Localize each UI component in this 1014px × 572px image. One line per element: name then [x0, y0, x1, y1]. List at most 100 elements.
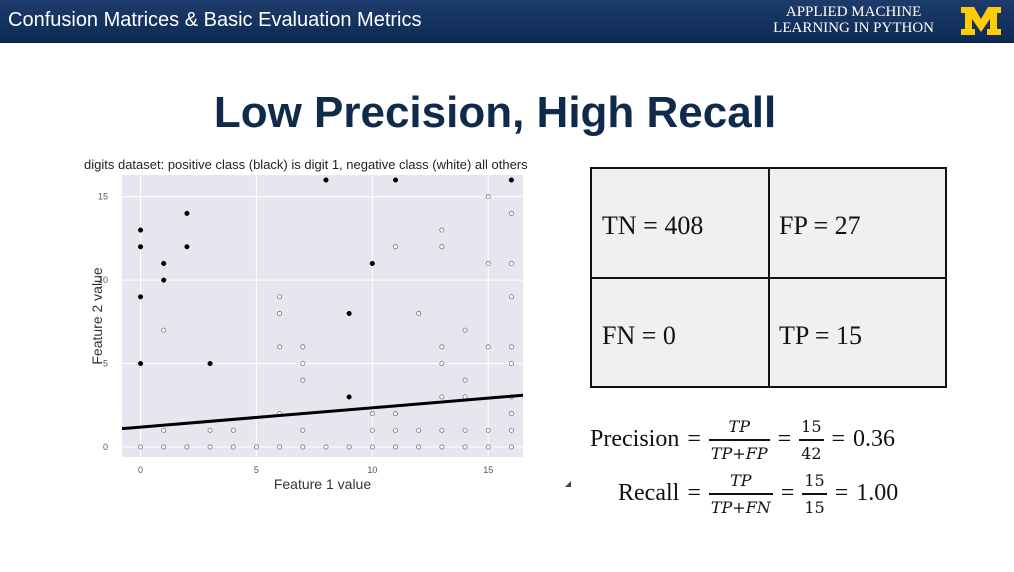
equals-sign: = — [777, 426, 792, 453]
data-point-negative — [393, 427, 398, 433]
mouse-cursor-icon — [565, 481, 571, 487]
data-point-positive — [323, 177, 329, 183]
fraction-bar — [708, 439, 770, 441]
equals-sign: = — [834, 480, 849, 507]
data-point-negative — [300, 361, 306, 367]
fraction-denominator: TP+FN — [710, 497, 771, 517]
data-point-negative — [439, 227, 445, 233]
data-point-positive — [137, 294, 144, 300]
data-point-negative — [508, 427, 514, 433]
cell-false-negative: FN = 0 — [602, 321, 676, 350]
precision-fraction-symbolic: TP TP+FP — [708, 417, 770, 463]
data-point-negative — [416, 311, 422, 316]
brand-line-1: APPLIED MACHINE — [785, 4, 922, 20]
y-tick-label: 0 — [103, 442, 108, 452]
recall-fraction-numeric: 15 15 — [802, 471, 827, 517]
data-point-negative — [138, 444, 143, 450]
equals-sign: = — [780, 480, 795, 507]
data-point-positive — [137, 244, 144, 250]
data-point-negative — [230, 444, 236, 450]
data-point-negative — [369, 411, 375, 417]
data-point-positive — [161, 277, 167, 283]
data-point-positive — [369, 260, 375, 266]
recall-fraction-symbolic: TP TP+FN — [708, 471, 773, 517]
data-point-negative — [462, 394, 468, 400]
fraction-numerator: TP — [728, 417, 750, 436]
data-point-negative — [439, 394, 445, 400]
data-point-negative — [277, 344, 283, 350]
data-point-negative — [439, 444, 445, 450]
x-tick-label: 5 — [254, 465, 259, 475]
data-point-negative — [462, 444, 468, 450]
data-point-negative — [161, 427, 167, 433]
data-point-negative — [369, 444, 375, 450]
chart-title: digits dataset: positive class (black) i… — [84, 157, 528, 172]
data-point-negative — [346, 444, 352, 450]
y-tick-label: 10 — [98, 275, 108, 285]
precision-label: Precision — [590, 426, 680, 453]
data-point-negative — [462, 327, 468, 333]
data-point-negative — [393, 411, 398, 417]
equals-sign: = — [831, 426, 846, 453]
data-point-negative — [230, 427, 236, 433]
data-point-negative — [300, 377, 306, 383]
data-point-negative — [184, 444, 190, 450]
fraction-denominator: TP+FP — [710, 443, 768, 463]
data-point-negative — [277, 311, 283, 316]
equals-sign: = — [687, 480, 701, 507]
data-point-negative — [508, 361, 514, 367]
data-point-negative — [369, 427, 375, 433]
cell-true-positive: TP = 15 — [779, 321, 863, 350]
matrix-divider-horizontal — [592, 277, 945, 279]
x-tick-label: 10 — [367, 465, 377, 475]
data-point-negative — [508, 260, 514, 266]
data-point-negative — [508, 344, 514, 350]
data-point-positive — [161, 260, 167, 266]
x-axis-label: Feature 1 value — [274, 476, 371, 490]
data-point-negative — [277, 444, 283, 450]
data-point-negative — [416, 427, 422, 433]
data-point-negative — [508, 411, 514, 417]
fraction-numerator: 15 — [801, 417, 822, 436]
data-point-positive — [508, 177, 514, 183]
recall-label: Recall — [618, 480, 680, 507]
university-m-logo-icon — [961, 7, 1001, 35]
data-point-negative — [439, 244, 445, 250]
fraction-numerator: 15 — [804, 471, 825, 490]
data-point-negative — [323, 444, 329, 450]
data-point-negative — [439, 361, 445, 367]
data-point-negative — [161, 327, 167, 333]
data-point-negative — [207, 427, 213, 433]
cell-false-positive: FP = 27 — [779, 211, 861, 240]
data-point-negative — [439, 344, 445, 350]
data-point-positive — [207, 361, 213, 367]
data-point-positive — [184, 244, 190, 250]
x-tick-label: 0 — [138, 465, 143, 475]
recall-formula: Recall = TP TP+FN = 15 15 = 1.00 — [618, 471, 898, 517]
data-point-negative — [161, 444, 167, 450]
slide-title: Low Precision, High Recall — [213, 88, 777, 137]
decision-boundary-line — [121, 393, 524, 431]
confusion-matrix: TN = 408 FP = 27 FN = 0 TP = 15 — [590, 167, 947, 388]
recall-value: 1.00 — [856, 480, 899, 507]
data-point-negative — [300, 344, 306, 350]
fraction-denominator: 15 — [804, 497, 825, 517]
data-point-positive — [392, 177, 399, 183]
data-point-positive — [137, 227, 144, 233]
fraction-bar — [802, 493, 827, 495]
cell-true-negative: TN = 408 — [602, 211, 704, 240]
data-point-negative — [393, 444, 398, 450]
data-point-negative — [485, 194, 491, 200]
data-point-negative — [439, 427, 445, 433]
data-point-positive — [346, 310, 352, 317]
header-bar: Confusion Matrices & Basic Evaluation Me… — [0, 0, 1014, 43]
brand-text: APPLIED MACHINE LEARNING IN PYTHON — [773, 4, 934, 36]
data-point-negative — [485, 344, 491, 350]
data-point-positive — [346, 394, 352, 400]
data-point-negative — [277, 294, 283, 300]
scatter-plot: 0 5 10 15 0 5 10 15 Feature 1 value Feature 2 val… — [89, 175, 524, 490]
data-point-negative — [485, 260, 491, 266]
data-point-negative — [300, 427, 306, 433]
data-point-negative — [207, 444, 213, 450]
data-point-negative — [393, 244, 398, 250]
